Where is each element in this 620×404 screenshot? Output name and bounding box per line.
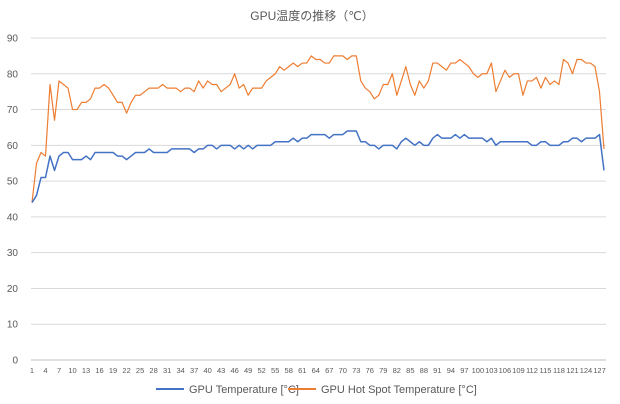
x-tick-label: 13 [82,366,90,375]
x-tick-label: 34 [176,366,184,375]
gridlines [31,37,606,361]
x-tick-label: 1 [30,366,34,375]
y-tick-label: 90 [7,34,19,45]
x-tick-label: 91 [433,366,441,375]
x-tick-label: 58 [285,366,293,375]
x-tick-label: 31 [163,366,171,375]
series-line-gpu-temperature [31,130,605,203]
x-tick-label: 55 [271,366,279,375]
x-tick-label: 19 [109,366,117,375]
y-axis-ticks: 0 10 20 30 40 50 60 70 80 90 [7,34,19,367]
y-tick-label: 30 [7,248,19,259]
x-tick-label: 112 [526,366,538,375]
x-tick-label: 79 [379,366,387,375]
y-tick-label: 40 [7,212,19,223]
x-tick-label: 43 [217,366,225,375]
legend-label-gpu-temperature: GPU Temperature [°C] [189,384,299,396]
x-tick-label: 124 [580,366,593,375]
x-tick-label: 4 [43,366,47,375]
x-tick-label: 28 [149,366,157,375]
y-tick-label: 0 [12,356,18,367]
series-line-gpu-hot-spot-temperature [31,55,605,203]
y-tick-label: 50 [7,177,19,188]
legend-label-gpu-hot-spot-temperature: GPU Hot Spot Temperature [°C] [321,384,477,396]
y-tick-label: 70 [7,105,19,116]
x-tick-label: 64 [312,366,320,375]
x-tick-label: 16 [95,366,103,375]
x-tick-label: 67 [325,366,333,375]
x-tick-label: 97 [460,366,468,375]
x-tick-label: 121 [566,366,579,375]
x-tick-label: 103 [485,366,498,375]
x-tick-label: 106 [499,366,512,375]
x-tick-label: 37 [190,366,198,375]
x-tick-label: 22 [122,366,130,375]
x-axis-ticks: 1 4 7 10 13 16 19 22 25 28 31 34 37 40 43 46 49 52 55 58 61 6… [30,366,606,375]
x-tick-label: 61 [298,366,306,375]
x-tick-label: 82 [393,366,401,375]
y-tick-label: 10 [7,320,19,331]
x-tick-label: 10 [68,366,76,375]
x-tick-label: 100 [472,366,485,375]
x-tick-label: 85 [406,366,414,375]
legend: GPU Temperature [°C] GPU Hot Spot Temper… [156,384,477,396]
y-tick-label: 60 [7,141,19,152]
chart-title: GPU温度の推移（℃） [250,8,373,23]
x-tick-label: 7 [57,366,61,375]
x-tick-label: 49 [244,366,252,375]
x-tick-label: 73 [352,366,360,375]
x-tick-label: 52 [258,366,266,375]
series-lines [31,55,605,203]
x-tick-label: 94 [447,366,455,375]
x-tick-label: 109 [512,366,525,375]
y-tick-label: 80 [7,69,19,80]
y-tick-label: 20 [7,284,19,295]
x-tick-label: 118 [553,366,565,375]
x-tick-label: 76 [366,366,374,375]
x-tick-label: 25 [136,366,144,375]
x-tick-label: 40 [203,366,211,375]
x-tick-label: 115 [539,366,551,375]
x-tick-label: 127 [593,366,606,375]
x-tick-label: 88 [420,366,428,375]
x-tick-label: 46 [231,366,239,375]
x-tick-label: 70 [339,366,347,375]
